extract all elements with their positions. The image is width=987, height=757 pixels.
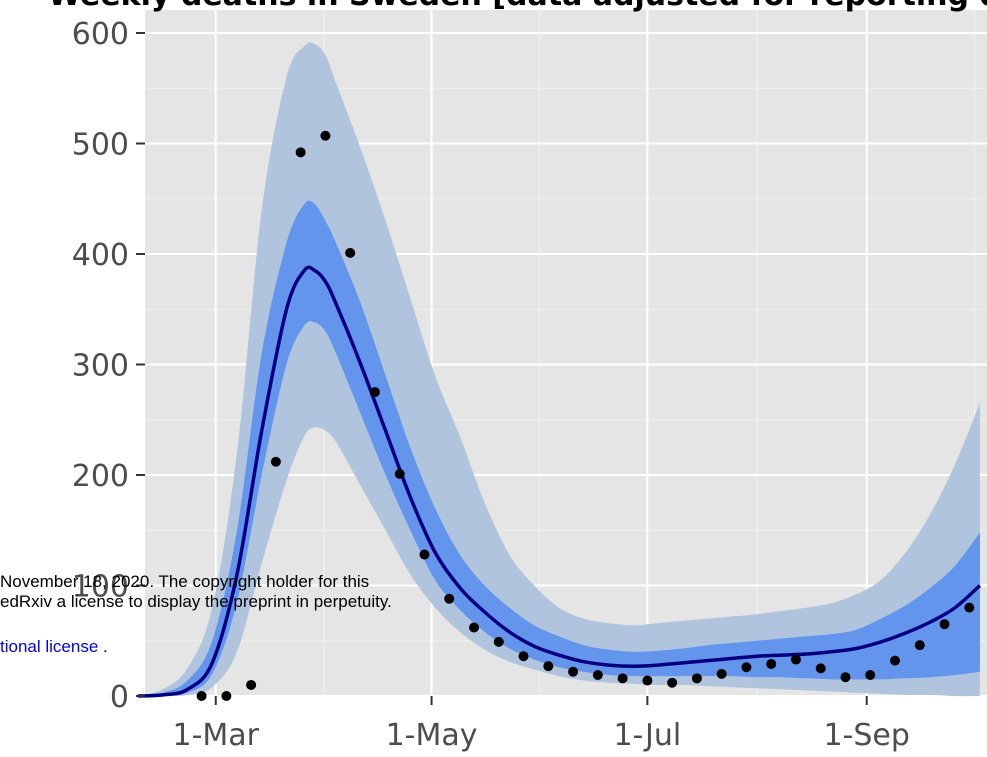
data-point — [691, 673, 702, 684]
data-point — [444, 593, 455, 604]
data-point — [196, 691, 207, 701]
y-tick-label: 0 — [110, 680, 129, 715]
data-point — [419, 549, 430, 560]
data-point — [766, 658, 777, 669]
data-point — [815, 663, 826, 674]
axes: 0 100 200 300 400 500 600 1-Mar 1-May 1-Jul 1-Sep — [72, 17, 910, 753]
data-point — [246, 679, 257, 690]
data-point — [840, 672, 851, 683]
data-point — [617, 673, 628, 684]
chart-title: Weekly deaths in Sweden [data adjusted f… — [48, 0, 987, 13]
data-point — [568, 666, 579, 677]
data-point — [394, 468, 405, 479]
y-tick-label: 600 — [72, 17, 129, 52]
data-point — [369, 387, 380, 398]
data-point — [939, 619, 950, 630]
data-point — [914, 640, 925, 651]
overlay-text-line1: November 18, 2020. The copyright holder … — [0, 572, 370, 591]
band-outer — [137, 42, 980, 697]
median-line-path — [137, 265, 982, 698]
x-tick-label: 1-Mar — [172, 718, 259, 753]
overlay-text-line2: edRxiv a license to display the preprint… — [0, 592, 392, 611]
data-point — [890, 655, 901, 666]
y-tick-label: 300 — [72, 349, 129, 384]
data-point — [221, 691, 232, 701]
data-point — [345, 247, 356, 258]
data-point — [518, 651, 529, 662]
y-tick-label: 200 — [72, 459, 129, 494]
y-tick-label: 100 — [72, 570, 129, 605]
data-point — [964, 602, 975, 613]
data-point — [543, 661, 554, 672]
x-tick-label: 1-Jul — [613, 718, 681, 753]
data-point — [592, 670, 603, 681]
y-tick-label: 500 — [72, 128, 129, 163]
data-point — [865, 670, 876, 681]
data-point — [270, 456, 281, 467]
data-point — [295, 147, 306, 158]
data-point — [790, 654, 801, 665]
data-point — [667, 677, 678, 688]
x-tick-label: 1-Sep — [823, 718, 909, 753]
data-point — [741, 662, 752, 673]
observed-points — [196, 130, 975, 701]
y-tick-label: 400 — [72, 238, 129, 273]
data-point — [716, 668, 727, 679]
band-inner — [137, 200, 980, 697]
overlay-license-line: tional license . — [0, 637, 108, 656]
data-point — [320, 130, 331, 141]
license-link[interactable]: tional license — [0, 637, 99, 656]
uncertainty-bands — [137, 42, 980, 697]
x-tick-label: 1-May — [386, 718, 478, 753]
median-line — [137, 265, 982, 698]
data-point — [469, 622, 480, 633]
data-point — [493, 636, 504, 647]
data-point — [642, 675, 653, 686]
